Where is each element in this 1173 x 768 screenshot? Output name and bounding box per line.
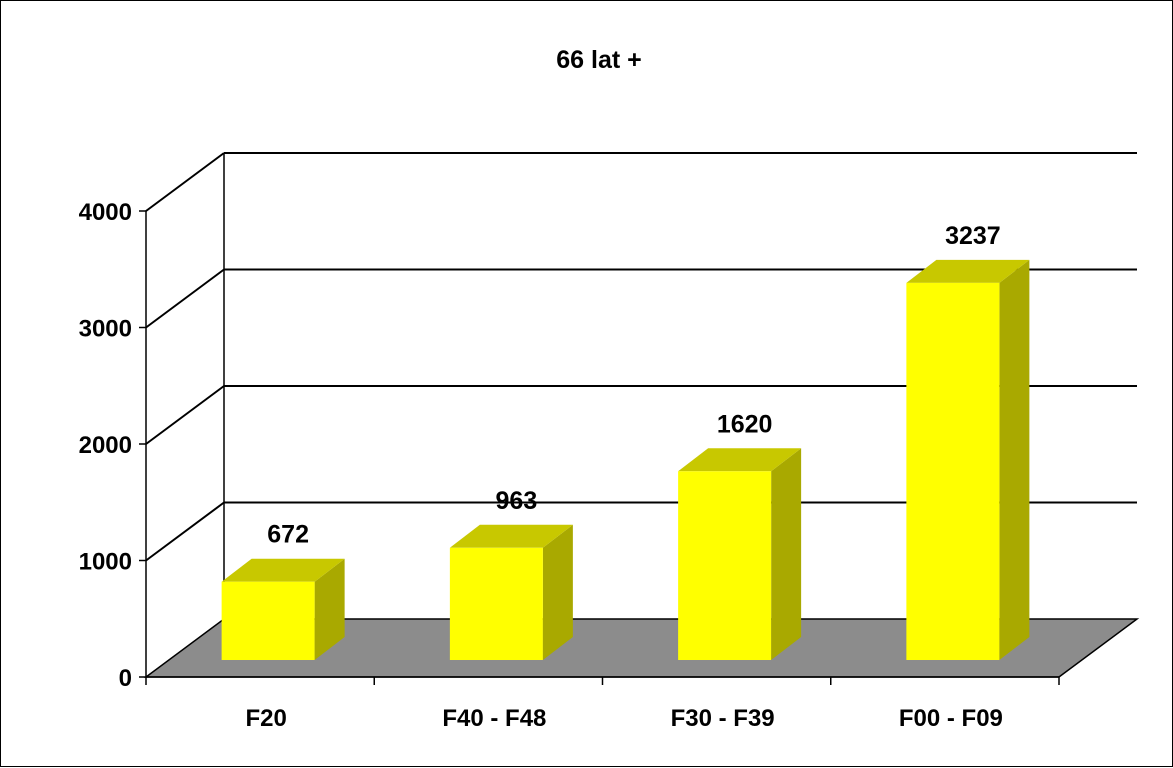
y-tick-label: 2000 [79, 432, 132, 459]
bar-side [314, 558, 345, 660]
bar-side [771, 448, 802, 660]
gridline-depth [145, 501, 225, 562]
bar-top [221, 558, 345, 582]
bar-front [449, 547, 543, 660]
y-tick-label: 1000 [79, 549, 132, 576]
y-tick-label: 3000 [79, 316, 132, 343]
bar-2 [449, 524, 573, 660]
bar-front [221, 581, 315, 660]
gridline-depth [145, 152, 225, 212]
chart-labels: 0 1000 2000 3000 4000 672 F20 963 F40 - F48 1620 F… [79, 199, 1003, 732]
chart-title: 66 lat + [556, 46, 641, 74]
bar-side [999, 259, 1030, 660]
x-tick-label: F40 - F48 [442, 705, 546, 732]
data-label: 3237 [945, 222, 1001, 250]
gridline-depth [145, 268, 225, 329]
gridline-depth [145, 385, 225, 445]
data-label: 1620 [717, 410, 773, 438]
bar-top [449, 524, 573, 548]
bar-side [542, 524, 573, 660]
bar-top [906, 259, 1030, 283]
bar-front [678, 471, 772, 660]
bar-1 [221, 558, 345, 660]
y-tick-label: 0 [119, 665, 132, 692]
y-tick-label: 4000 [79, 199, 132, 226]
x-tick-label: F30 - F39 [671, 705, 775, 732]
bar-top [678, 448, 802, 472]
x-tick-label: F20 [245, 705, 286, 732]
data-label: 963 [496, 487, 538, 515]
bar-series [221, 259, 1030, 660]
data-label: 672 [267, 521, 309, 549]
bar-3 [678, 448, 802, 660]
x-tick-label: F00 - F09 [899, 705, 1003, 732]
chart-walls [139, 152, 1140, 685]
bar-front [906, 282, 1000, 660]
bar-4 [906, 259, 1030, 660]
